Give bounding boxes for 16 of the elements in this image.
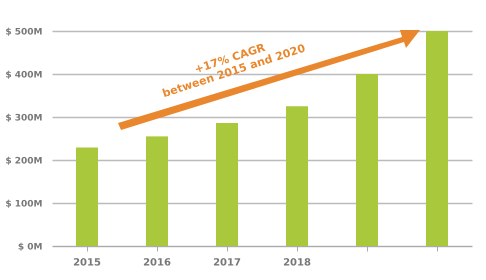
bar	[286, 106, 308, 246]
y-tick-label: $ 500M	[5, 28, 43, 38]
x-tick-label: 2016	[143, 258, 171, 268]
y-tick-label: $ 200M	[5, 156, 43, 166]
y-tick-label: $ 0M	[18, 242, 43, 252]
bar	[216, 123, 238, 246]
bar	[356, 74, 378, 246]
y-tick-label: $ 100M	[5, 200, 43, 210]
bar	[146, 136, 168, 246]
x-tick-label: 2015	[73, 258, 101, 268]
x-tick-label: 2017	[213, 258, 241, 268]
bar	[76, 148, 98, 246]
x-tick-label: 2018	[283, 258, 311, 268]
y-tick-label: $ 400M	[5, 70, 43, 80]
y-tick-label: $ 300M	[5, 114, 43, 124]
bar	[426, 31, 448, 246]
